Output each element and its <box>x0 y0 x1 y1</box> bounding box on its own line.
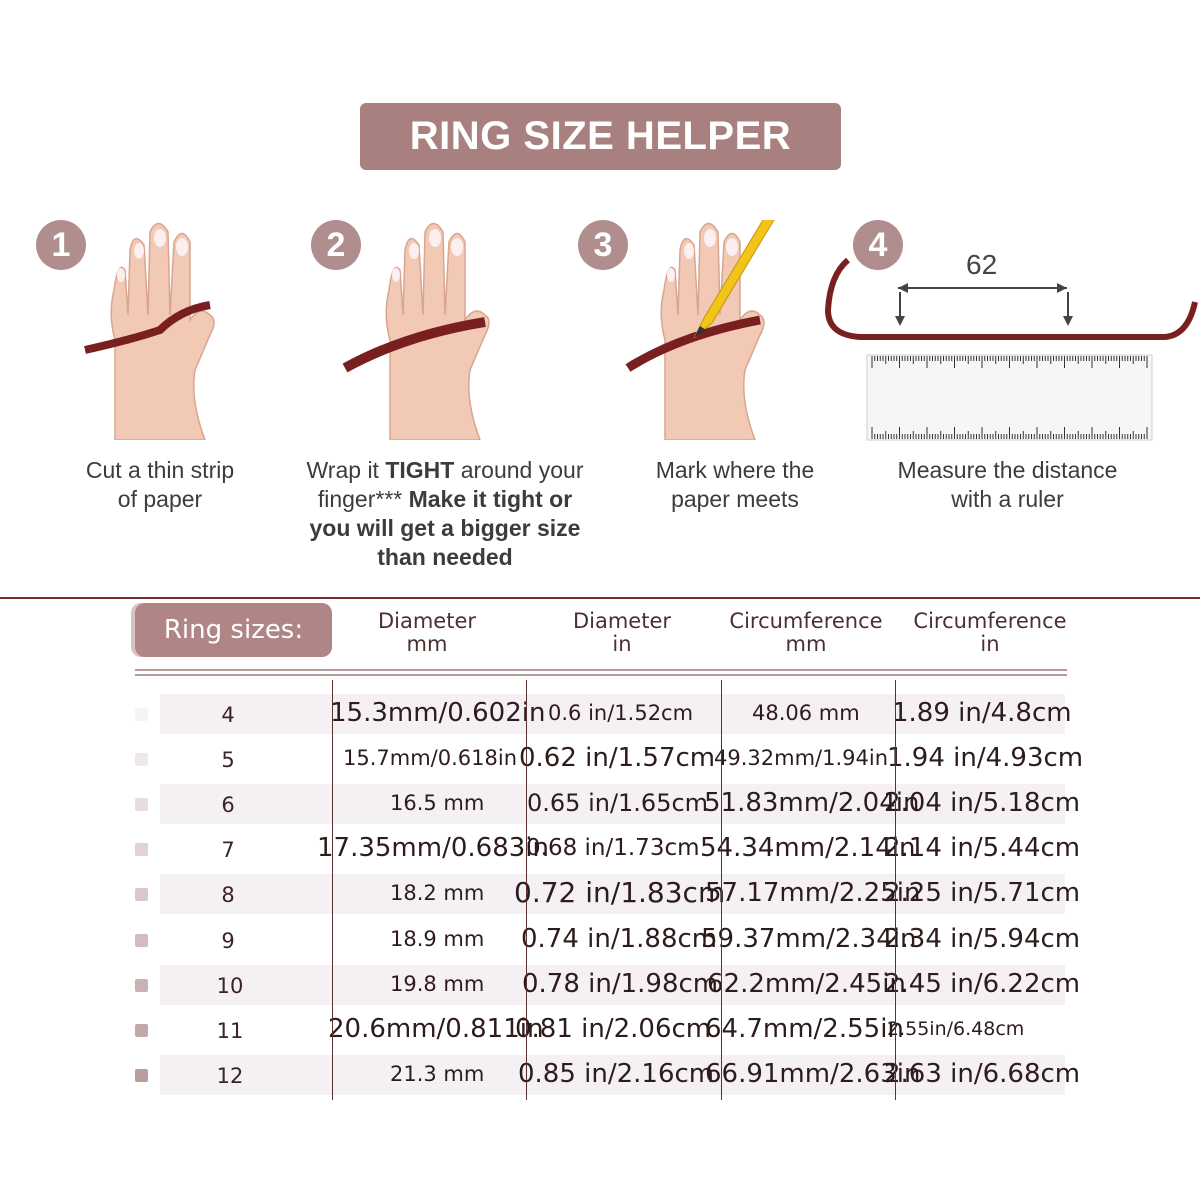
ring-size: 11 <box>216 1019 244 1043</box>
row-background <box>160 784 1065 824</box>
ruler <box>866 354 1153 441</box>
hand-2-illustration <box>342 222 490 440</box>
row-marker <box>135 1024 148 1037</box>
cell-dia-mm: 21.3 mm <box>390 1061 485 1086</box>
step-1-badge: 1 <box>36 220 86 270</box>
cell-dia-mm: 15.7mm/0.618in <box>343 745 518 770</box>
cell-dia-mm: 15.3mm/0.602in <box>330 698 546 728</box>
cell-dia-in: 0.72 in/1.83cm <box>514 876 726 909</box>
row-marker <box>135 798 148 811</box>
row-background <box>160 1055 1065 1095</box>
ring-size: 4 <box>221 703 235 727</box>
cell-circ-mm: 64.7mm/2.55in <box>705 1014 904 1044</box>
cell-circ-mm: 51.83mm/2.04in <box>704 788 920 818</box>
cell-circ-in: 2.63 in/6.68cm <box>884 1059 1081 1089</box>
page-title: RING SIZE HELPER <box>360 103 841 170</box>
cell-circ-mm: 48.06 mm <box>752 700 860 725</box>
step-2-caption: Wrap it TIGHT around your finger*** Make… <box>306 457 584 570</box>
cell-dia-in: 0.65 in/1.65cm <box>527 789 709 817</box>
ring-size: 6 <box>221 793 235 817</box>
cell-circ-mm: 54.34mm/2.14in <box>700 833 916 863</box>
ring-size: 7 <box>221 838 235 862</box>
row-background <box>160 965 1065 1005</box>
header-circumference-in: Circumference in <box>913 609 1067 656</box>
column-divider <box>526 680 527 1100</box>
step-1-caption: Cut a thin strip of paper <box>85 457 235 512</box>
step-4-badge: 4 <box>853 220 903 270</box>
header-circumference-mm: Circumference mm <box>729 609 883 656</box>
cell-circ-mm: 66.91mm/2.63in <box>705 1059 921 1089</box>
cell-dia-mm: 18.9 mm <box>390 926 485 951</box>
cell-circ-mm: 59.37mm/2.34in <box>701 924 917 954</box>
step-2-badge: 2 <box>311 220 361 270</box>
hand-3-illustration <box>625 220 775 440</box>
cell-circ-mm: 62.2mm/2.45in <box>707 969 906 999</box>
row-marker <box>135 1069 148 1082</box>
cell-circ-in: 2.04 in/5.18cm <box>884 788 1081 818</box>
ring-sizes-label: Ring sizes: <box>135 603 332 657</box>
paper-strip-1 <box>84 301 211 354</box>
header-rule <box>135 669 1067 671</box>
cell-dia-in: 0.85 in/2.16cm <box>518 1059 715 1089</box>
cell-dia-in: 0.81 in/2.06cm <box>515 1014 712 1044</box>
cell-circ-in: 1.89 in/4.8cm <box>892 698 1072 728</box>
cell-circ-in: 2.25 in/5.71cm <box>884 878 1081 908</box>
ring-size: 9 <box>221 929 235 953</box>
step-4-caption: Measure the distance with a ruler <box>897 457 1118 512</box>
column-divider <box>721 680 722 1100</box>
header-rule <box>135 674 1067 676</box>
hand-illustrations <box>84 220 775 440</box>
cell-dia-in: 0.78 in/1.98cm <box>522 969 719 999</box>
header-diameter-in: Diameter in <box>572 609 672 656</box>
header-diameter-mm: Diameter mm <box>377 609 477 656</box>
paper-strip-2 <box>342 317 486 373</box>
cell-circ-in: 2.45 in/6.22cm <box>884 969 1081 999</box>
row-marker <box>135 753 148 766</box>
ring-size: 10 <box>216 974 244 998</box>
cell-dia-in: 0.74 in/1.88cm <box>521 924 718 954</box>
row-marker <box>135 843 148 856</box>
cell-dia-mm: 17.35mm/0.683in <box>317 833 549 863</box>
paper-strip-3 <box>625 315 761 372</box>
row-marker <box>135 934 148 947</box>
measurement-label: 62 <box>966 249 998 280</box>
section-divider <box>0 597 1200 599</box>
cell-dia-in: 0.6 in/1.52cm <box>548 700 694 725</box>
row-background <box>160 694 1065 734</box>
row-marker <box>135 708 148 721</box>
cell-circ-in: 2.34 in/5.94cm <box>884 924 1081 954</box>
cell-circ-in: 2.14 in/5.44cm <box>884 833 1081 863</box>
cell-circ-mm: 49.32mm/1.94in <box>714 745 889 770</box>
cell-dia-in: 0.68 in/1.73cm <box>526 834 700 861</box>
cell-circ-in: 2.55in/6.48cm <box>887 1017 1025 1040</box>
column-divider <box>895 680 896 1100</box>
row-marker <box>135 888 148 901</box>
pencil-icon <box>693 220 775 339</box>
step-3-caption: Mark where the paper meets <box>655 457 815 512</box>
cell-circ-in: 1.94 in/4.93cm <box>887 743 1084 773</box>
ring-size: 12 <box>216 1064 244 1088</box>
row-background <box>160 874 1065 914</box>
cell-dia-in: 0.62 in/1.57cm <box>519 743 716 773</box>
ring-size: 5 <box>221 748 235 772</box>
row-marker <box>135 979 148 992</box>
cell-dia-mm: 16.5 mm <box>390 790 485 815</box>
column-divider <box>332 680 333 1100</box>
cell-dia-mm: 18.2 mm <box>390 880 485 905</box>
ruler-illustration <box>824 257 1198 441</box>
cell-dia-mm: 19.8 mm <box>390 971 485 996</box>
hand-1-illustration <box>84 222 215 440</box>
cell-dia-mm: 20.6mm/0.811in <box>328 1014 544 1044</box>
ring-size: 8 <box>221 883 235 907</box>
cell-circ-mm: 57.17mm/2.25in <box>705 878 921 908</box>
step-3-badge: 3 <box>578 220 628 270</box>
paper-strip-4 <box>824 257 1198 340</box>
